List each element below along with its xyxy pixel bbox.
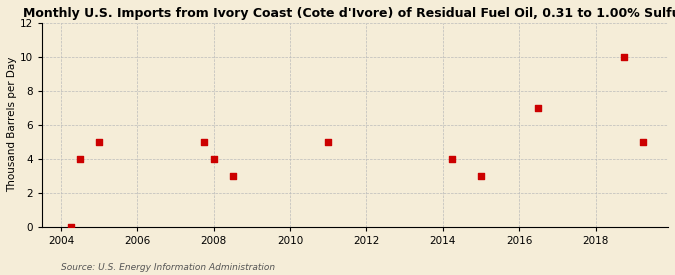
Point (476, 174, 487, 178)
Title: Monthly U.S. Imports from Ivory Coast (Cote d'Ivore) of Residual Fuel Oil, 0.31 : Monthly U.S. Imports from Ivory Coast (C… (23, 7, 675, 20)
Point (199, 140, 210, 144)
Point (533, 106, 543, 110)
Point (65, 225, 76, 229)
Point (75, 157, 86, 161)
Point (227, 174, 238, 178)
Point (209, 157, 219, 161)
Text: Source: U.S. Energy Information Administration: Source: U.S. Energy Information Administ… (61, 263, 275, 272)
Point (447, 157, 458, 161)
Point (94, 140, 105, 144)
Point (638, 140, 649, 144)
Y-axis label: Thousand Barrels per Day: Thousand Barrels per Day (7, 57, 17, 192)
Point (323, 140, 333, 144)
Point (619, 54, 630, 59)
